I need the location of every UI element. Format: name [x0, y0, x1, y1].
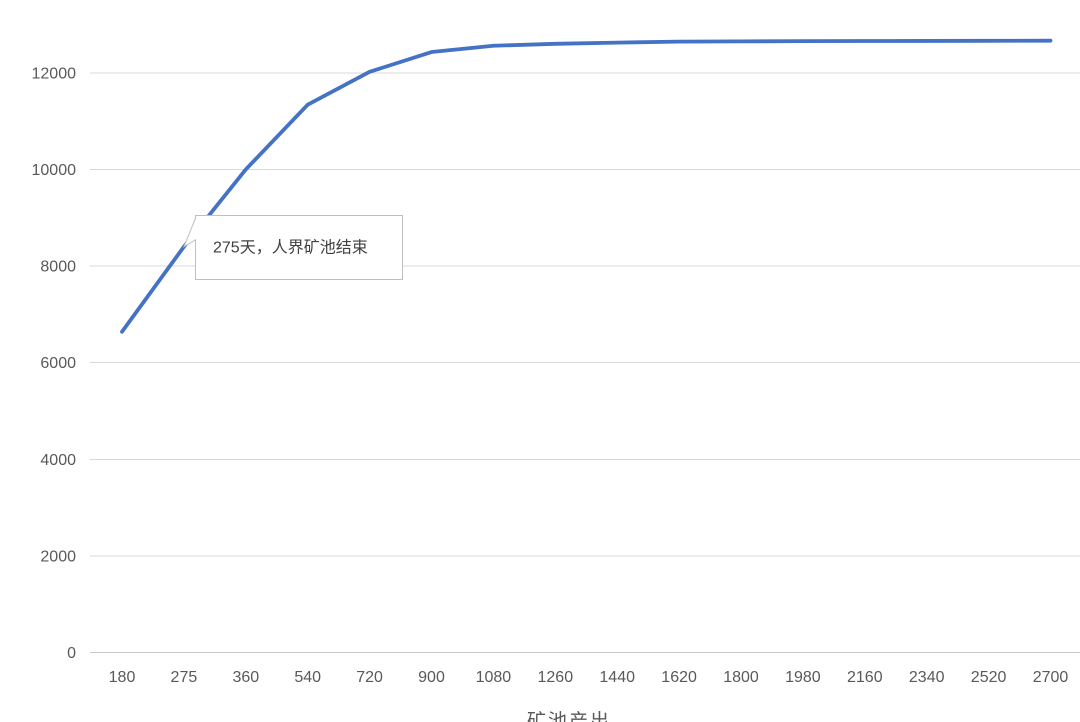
x-axis-tick-labels: 180 275 360 540 720 900 1080 1260 1440 1620 1800 19… — [109, 669, 1069, 686]
x-tick-label: 540 — [294, 669, 321, 686]
x-tick-label: 900 — [418, 669, 445, 686]
y-tick-label: 10000 — [32, 162, 77, 179]
x-tick-label: 1620 — [661, 669, 697, 686]
y-tick-label: 0 — [67, 645, 76, 662]
annotation-text: 275天，人界矿池结束 — [213, 239, 368, 257]
y-tick-label: 8000 — [40, 259, 76, 276]
y-tick-label: 2000 — [40, 548, 76, 565]
x-axis-title: 矿池产出 — [527, 710, 611, 722]
series-polyline — [120, 38, 1053, 334]
x-tick-label: 180 — [109, 669, 136, 686]
x-tick-label: 1980 — [785, 669, 821, 686]
data-series-line — [120, 38, 1053, 334]
x-tick-label: 360 — [232, 669, 259, 686]
x-tick-label: 1800 — [723, 669, 759, 686]
annotation-leader-outline — [182, 216, 197, 248]
x-tick-label: 720 — [356, 669, 383, 686]
x-tick-label: 1080 — [476, 669, 512, 686]
x-tick-label: 1260 — [538, 669, 574, 686]
x-tick-label: 2520 — [971, 669, 1007, 686]
annotation-callout: 275天，人界矿池结束 — [182, 215, 403, 280]
x-tick-label: 2340 — [909, 669, 945, 686]
x-tick-label: 2700 — [1033, 669, 1069, 686]
y-tick-label: 4000 — [40, 452, 76, 469]
y-axis-tick-labels: 0 2000 4000 6000 8000 10000 12000 — [32, 65, 77, 662]
y-tick-label: 12000 — [32, 65, 77, 82]
y-gridlines — [90, 72, 1080, 653]
x-tick-label: 275 — [171, 669, 198, 686]
annotation-box — [195, 215, 403, 280]
x-tick-label: 2160 — [847, 669, 883, 686]
y-tick-label: 6000 — [40, 355, 76, 372]
x-tick-label: 1440 — [599, 669, 635, 686]
